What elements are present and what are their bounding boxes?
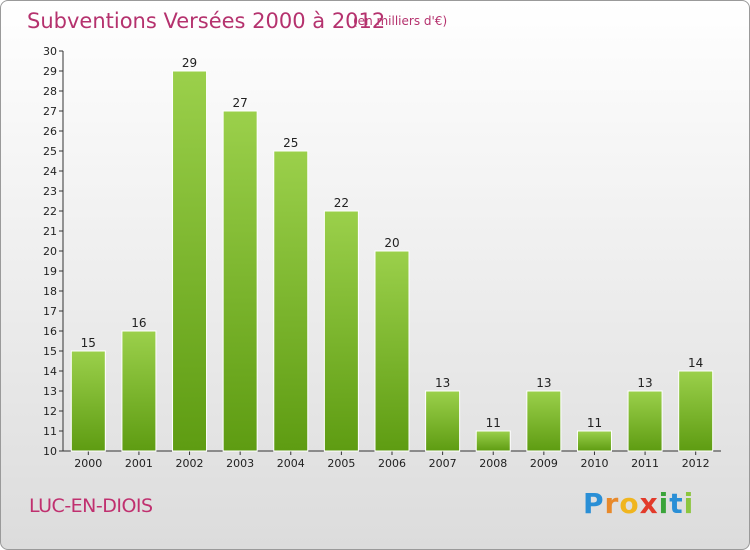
bar <box>374 250 410 452</box>
logo-letter: i <box>658 487 670 520</box>
bar-value-label: 13 <box>536 376 551 390</box>
bar-value-label: 25 <box>283 136 298 150</box>
bar <box>678 370 714 452</box>
x-tick-label: 2001 <box>125 457 153 470</box>
bar-value-label: 11 <box>587 416 602 430</box>
y-tick-label: 12 <box>43 405 57 418</box>
bar <box>121 330 157 452</box>
x-tick-label: 2002 <box>176 457 204 470</box>
bar-value-label: 14 <box>688 356 703 370</box>
logo-letter: x <box>639 487 659 520</box>
y-tick-label: 29 <box>43 65 57 78</box>
bar <box>475 430 511 452</box>
y-tick-label: 15 <box>43 345 57 358</box>
proxiti-logo: Proxiti <box>583 487 694 520</box>
chart-subtitle: (en milliers d'€) <box>353 14 448 28</box>
bar-value-label: 16 <box>131 316 146 330</box>
y-tick-label: 21 <box>43 225 57 238</box>
bar <box>425 390 461 452</box>
bar <box>222 110 258 452</box>
bar-value-label: 13 <box>435 376 450 390</box>
y-tick-label: 22 <box>43 205 57 218</box>
y-tick-label: 26 <box>43 125 57 138</box>
y-tick-label: 13 <box>43 385 57 398</box>
logo-letter: P <box>583 487 605 520</box>
logo-letter: i <box>683 487 695 520</box>
y-tick-label: 28 <box>43 85 57 98</box>
y-tick-label: 10 <box>43 445 57 458</box>
y-tick-label: 17 <box>43 305 57 318</box>
y-tick-label: 24 <box>43 165 57 178</box>
bar <box>627 390 663 452</box>
bar-value-label: 22 <box>334 196 349 210</box>
bar-value-label: 27 <box>233 96 248 110</box>
y-tick-label: 19 <box>43 265 57 278</box>
y-tick-label: 30 <box>43 45 57 58</box>
bar <box>526 390 562 452</box>
x-tick-label: 2011 <box>631 457 659 470</box>
bar <box>323 210 359 452</box>
bar-value-label: 13 <box>637 376 652 390</box>
y-tick-label: 16 <box>43 325 57 338</box>
chart-title: Subventions Versées 2000 à 2012 <box>27 9 386 33</box>
y-tick-label: 18 <box>43 285 57 298</box>
bar <box>70 350 106 452</box>
y-tick-label: 27 <box>43 105 57 118</box>
bar-value-label: 29 <box>182 56 197 70</box>
location-label: LUC-EN-DIOIS <box>29 495 153 517</box>
logo-letter: r <box>604 487 620 520</box>
y-tick-label: 20 <box>43 245 57 258</box>
x-tick-label: 2007 <box>429 457 457 470</box>
x-tick-label: 2005 <box>327 457 355 470</box>
bar <box>172 70 208 452</box>
x-tick-label: 2010 <box>580 457 608 470</box>
y-tick-label: 23 <box>43 185 57 198</box>
x-tick-label: 2008 <box>479 457 507 470</box>
x-tick-label: 2009 <box>530 457 558 470</box>
bar <box>273 150 309 452</box>
bar <box>576 430 612 452</box>
logo-letter: o <box>619 487 640 520</box>
y-tick-label: 11 <box>43 425 57 438</box>
y-tick-label: 14 <box>43 365 57 378</box>
x-tick-label: 2000 <box>74 457 102 470</box>
x-tick-label: 2012 <box>682 457 710 470</box>
x-tick-label: 2003 <box>226 457 254 470</box>
x-tick-label: 2004 <box>277 457 305 470</box>
bar-value-label: 15 <box>81 336 96 350</box>
bar-value-label: 20 <box>384 236 399 250</box>
y-tick-label: 25 <box>43 145 57 158</box>
x-tick-label: 2006 <box>378 457 406 470</box>
logo-letter: t <box>669 487 684 520</box>
bar-value-label: 11 <box>486 416 501 430</box>
